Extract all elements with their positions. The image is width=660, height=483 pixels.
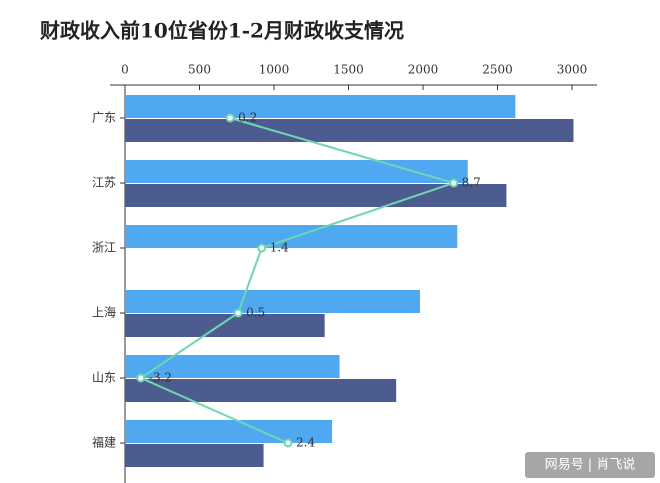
- point: [136, 373, 146, 383]
- data-label: 0.5: [246, 306, 265, 320]
- point: [233, 308, 243, 318]
- bar: [125, 420, 333, 443]
- y-tick-label: 浙江: [92, 241, 116, 255]
- y-tick-label: 福建: [92, 435, 116, 450]
- x-tick-label: 2000: [408, 63, 439, 77]
- point: [449, 178, 459, 188]
- x-tick-label: 0: [121, 63, 129, 77]
- bar: [125, 225, 458, 248]
- watermark-bg: [525, 452, 655, 478]
- x-tick-label: 3000: [557, 63, 588, 77]
- y-tick-label: 上海: [92, 305, 116, 320]
- x-tick-label: 1000: [259, 63, 290, 77]
- bar: [125, 119, 574, 142]
- chart-title: 财政收入前10位省份1-2月财政收支情况: [40, 19, 404, 43]
- x-tick-label: 1500: [333, 63, 364, 77]
- data-label: 2.4: [296, 436, 315, 450]
- data-label: 0.2: [238, 111, 257, 125]
- bar: [125, 160, 468, 183]
- y-tick-label: 江苏: [92, 176, 116, 190]
- x-tick-label: 500: [188, 63, 211, 77]
- point: [257, 243, 267, 253]
- bar: [125, 379, 397, 402]
- bar: [125, 314, 325, 337]
- bar: [125, 290, 421, 313]
- data-label: -3.2: [149, 371, 172, 385]
- data-label: 1.4: [270, 241, 289, 255]
- bar: [125, 95, 516, 118]
- line: [138, 117, 458, 444]
- y-tick-label: 广东: [92, 111, 116, 125]
- point: [283, 438, 293, 448]
- point: [225, 113, 235, 123]
- x-tick-label: 2500: [482, 63, 513, 77]
- y-tick-label: 山东: [92, 371, 116, 385]
- watermark: 网易号 | 肖飞说: [545, 458, 636, 473]
- bar: [125, 444, 264, 467]
- bar: [125, 355, 340, 378]
- bar: [125, 184, 507, 207]
- data-label: 8.7: [462, 176, 481, 190]
